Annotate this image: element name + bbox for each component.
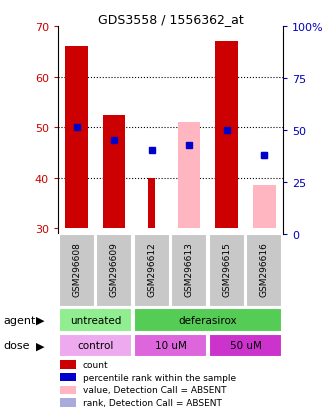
Bar [215, 42, 238, 229]
Text: GSM296616: GSM296616 [260, 242, 269, 297]
Bar [60, 399, 76, 406]
Bar [60, 386, 76, 394]
FancyBboxPatch shape [134, 334, 207, 357]
Text: deferasirox: deferasirox [179, 315, 237, 325]
Bar [103, 115, 125, 229]
Text: agent: agent [3, 315, 36, 325]
Text: count: count [83, 360, 108, 369]
FancyBboxPatch shape [59, 235, 95, 307]
Bar [178, 123, 201, 229]
FancyBboxPatch shape [209, 235, 245, 307]
FancyBboxPatch shape [59, 309, 132, 332]
FancyBboxPatch shape [59, 334, 132, 357]
FancyBboxPatch shape [209, 334, 282, 357]
Text: ▶: ▶ [35, 315, 44, 325]
FancyBboxPatch shape [171, 235, 207, 307]
Text: control: control [77, 341, 114, 351]
FancyBboxPatch shape [134, 309, 282, 332]
Text: percentile rank within the sample: percentile rank within the sample [83, 373, 236, 382]
Text: GSM296612: GSM296612 [147, 242, 156, 297]
Text: rank, Detection Call = ABSENT: rank, Detection Call = ABSENT [83, 398, 221, 407]
FancyBboxPatch shape [134, 235, 170, 307]
Text: untreated: untreated [70, 315, 121, 325]
Text: ▶: ▶ [35, 341, 44, 351]
Bar [253, 186, 275, 229]
Title: GDS3558 / 1556362_at: GDS3558 / 1556362_at [98, 13, 243, 26]
Bar [66, 47, 88, 229]
FancyBboxPatch shape [246, 235, 282, 307]
Text: GSM296615: GSM296615 [222, 242, 231, 297]
FancyBboxPatch shape [96, 235, 132, 307]
Bar [60, 373, 76, 381]
Text: value, Detection Call = ABSENT: value, Detection Call = ABSENT [83, 385, 226, 394]
Text: GSM296613: GSM296613 [185, 242, 194, 297]
Text: GSM296608: GSM296608 [72, 242, 81, 297]
Text: GSM296609: GSM296609 [110, 242, 119, 297]
Text: 50 uM: 50 uM [230, 341, 261, 351]
Text: 10 uM: 10 uM [155, 341, 186, 351]
Bar [148, 178, 155, 229]
Bar [60, 361, 76, 369]
Text: dose: dose [3, 341, 30, 351]
